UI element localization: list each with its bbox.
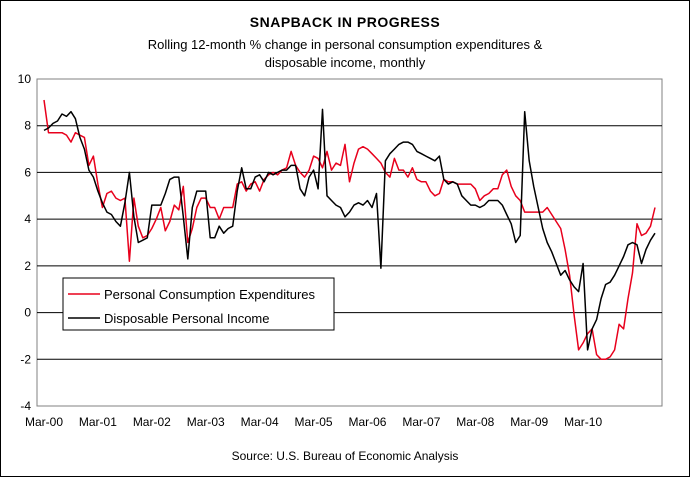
chart-subtitle-line1: Rolling 12-month % change in personal co… [147,37,543,52]
y-tick-label: 8 [24,119,31,133]
series-lines [43,99,656,361]
x-tick-label: Mar-01 [79,415,117,429]
chart-subtitle-line2: disposable income, monthly [264,55,426,70]
legend-label-pce: Personal Consumption Expenditures [104,287,316,302]
x-tick-label: Mar-02 [133,415,171,429]
x-tick-label: Mar-04 [241,415,279,429]
y-tick-label: 4 [24,212,31,226]
y-tick-label: -2 [20,352,31,366]
chart-title: SNAPBACK IN PROGRESS [249,14,441,30]
x-tick-label: Mar-06 [348,415,386,429]
x-tick-label: Mar-07 [402,415,440,429]
series-line-pce [43,99,656,361]
y-tick-label: 2 [24,259,31,273]
x-tick-label: Mar-00 [25,415,63,429]
chart-source: Source: U.S. Bureau of Economic Analysis [231,449,459,463]
y-tick-label: 0 [24,306,31,320]
x-axis-ticks: Mar-00 Mar-01 Mar-02 Mar-03 Mar-04 Mar-05 Mar-… [25,415,602,429]
x-tick-label: Mar-09 [510,415,548,429]
x-tick-label: Mar-10 [564,415,602,429]
y-tick-label: 10 [18,72,32,86]
x-tick-label: Mar-08 [456,415,494,429]
plot-area [36,78,663,407]
x-tick-label: Mar-03 [187,415,225,429]
y-tick-label: 6 [24,165,31,179]
series-line-dpi [43,108,656,351]
legend-box [62,277,335,331]
legend: Personal Consumption Expenditures Dispos… [62,277,335,331]
y-axis-ticks: 10 8 6 4 2 0 -2 -4 [18,72,32,413]
y-tick-label: -4 [20,399,31,413]
legend-label-dpi: Disposable Personal Income [104,311,269,326]
x-tick-label: Mar-05 [295,415,333,429]
